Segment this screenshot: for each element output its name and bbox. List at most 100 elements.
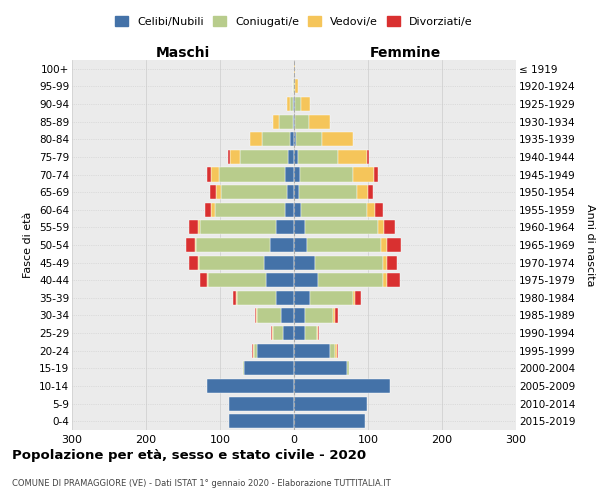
Bar <box>300 168 353 181</box>
Bar <box>294 62 295 76</box>
Bar <box>305 326 317 340</box>
Text: Maschi: Maschi <box>156 46 210 60</box>
Bar <box>290 97 293 111</box>
Bar <box>307 238 382 252</box>
Bar <box>215 185 221 199</box>
Bar <box>271 238 294 252</box>
Bar <box>357 185 368 199</box>
Bar <box>200 220 275 234</box>
Bar <box>294 379 390 393</box>
Bar <box>305 308 333 322</box>
Bar <box>376 202 383 217</box>
Bar <box>287 185 294 199</box>
Bar <box>294 132 296 146</box>
Bar <box>382 238 387 252</box>
Bar <box>294 168 300 181</box>
Bar <box>195 238 196 252</box>
Bar <box>296 132 322 146</box>
Bar <box>262 132 290 146</box>
Bar <box>295 80 298 94</box>
Bar <box>256 308 257 322</box>
Bar <box>250 132 262 146</box>
Bar <box>290 132 294 146</box>
Bar <box>294 326 305 340</box>
Bar <box>383 256 386 270</box>
Bar <box>287 97 290 111</box>
Bar <box>347 362 349 376</box>
Bar <box>285 202 294 217</box>
Bar <box>198 220 200 234</box>
Bar <box>317 273 383 287</box>
Bar <box>294 238 307 252</box>
Bar <box>273 114 279 128</box>
Bar <box>353 291 355 305</box>
Bar <box>294 185 299 199</box>
Bar <box>285 168 294 181</box>
Bar <box>294 414 365 428</box>
Text: Femmine: Femmine <box>370 46 440 60</box>
Bar <box>206 379 294 393</box>
Bar <box>305 220 377 234</box>
Bar <box>283 326 294 340</box>
Bar <box>322 132 353 146</box>
Bar <box>211 185 215 199</box>
Bar <box>198 256 199 270</box>
Bar <box>221 185 287 199</box>
Bar <box>335 308 338 322</box>
Bar <box>243 362 244 376</box>
Bar <box>294 80 295 94</box>
Bar <box>200 273 208 287</box>
Bar <box>299 185 357 199</box>
Bar <box>355 291 361 305</box>
Bar <box>294 202 301 217</box>
Bar <box>205 202 211 217</box>
Bar <box>337 344 338 358</box>
Bar <box>218 168 285 181</box>
Bar <box>293 114 294 128</box>
Text: COMUNE DI PRAMAGGIORE (VE) - Dati ISTAT 1° gennaio 2020 - Elaborazione TUTTITALI: COMUNE DI PRAMAGGIORE (VE) - Dati ISTAT … <box>12 478 391 488</box>
Bar <box>333 308 335 322</box>
Bar <box>215 202 285 217</box>
Bar <box>298 150 338 164</box>
Text: Popolazione per età, sesso e stato civile - 2020: Popolazione per età, sesso e stato civil… <box>12 450 366 462</box>
Bar <box>186 238 195 252</box>
Bar <box>266 273 294 287</box>
Bar <box>211 202 215 217</box>
Bar <box>228 150 230 164</box>
Bar <box>271 326 272 340</box>
Bar <box>255 308 256 322</box>
Bar <box>293 80 294 94</box>
Bar <box>383 220 395 234</box>
Bar <box>315 256 383 270</box>
Bar <box>257 344 294 358</box>
Bar <box>294 150 298 164</box>
Bar <box>309 114 329 128</box>
Bar <box>240 150 288 164</box>
Bar <box>244 362 294 376</box>
Bar <box>301 202 367 217</box>
Bar <box>293 97 294 111</box>
Bar <box>301 97 310 111</box>
Bar <box>279 114 293 128</box>
Bar <box>329 344 335 358</box>
Legend: Celibi/Nubili, Coniugati/e, Vedovi/e, Divorziati/e: Celibi/Nubili, Coniugati/e, Vedovi/e, Di… <box>113 14 475 29</box>
Bar <box>295 114 309 128</box>
Bar <box>294 220 305 234</box>
Bar <box>288 150 294 164</box>
Bar <box>386 273 400 287</box>
Bar <box>374 168 377 181</box>
Bar <box>317 326 319 340</box>
Bar <box>208 273 266 287</box>
Bar <box>335 344 337 358</box>
Bar <box>275 220 294 234</box>
Bar <box>233 291 236 305</box>
Bar <box>294 256 315 270</box>
Bar <box>310 291 353 305</box>
Bar <box>295 97 301 111</box>
Bar <box>189 220 198 234</box>
Bar <box>265 256 294 270</box>
Bar <box>230 150 240 164</box>
Bar <box>294 273 317 287</box>
Bar <box>367 150 369 164</box>
Bar <box>383 273 386 287</box>
